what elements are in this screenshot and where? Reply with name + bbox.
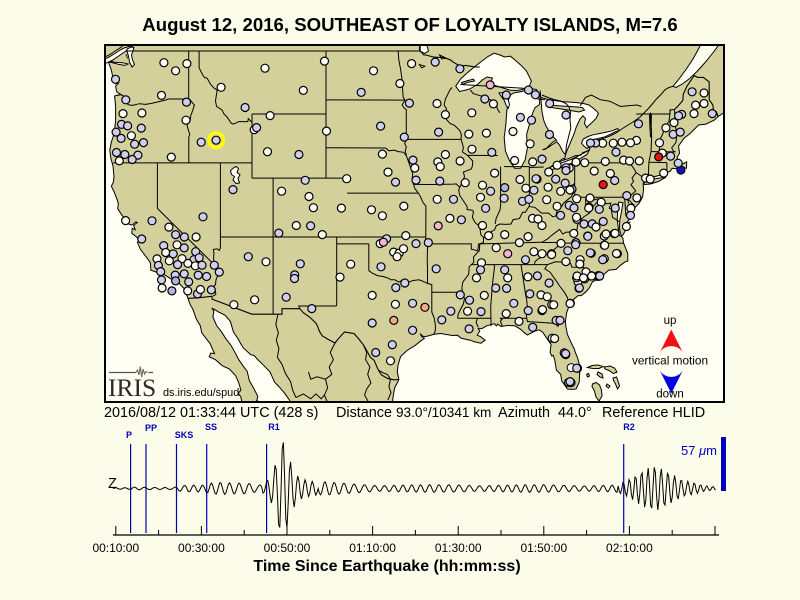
svg-text:up: up (664, 315, 677, 327)
svg-text:57 μm: 57 μm (681, 443, 717, 458)
svg-text:44.0°: 44.0° (558, 405, 592, 421)
svg-text:00:50:00: 00:50:00 (264, 541, 311, 555)
svg-text:IRIS: IRIS (108, 373, 156, 402)
svg-text:August 12, 2016, SOUTHEAST OF: August 12, 2016, SOUTHEAST OF LOYALTY IS… (142, 14, 677, 35)
svg-text:Distance: Distance (336, 405, 392, 421)
svg-text:Z: Z (108, 476, 117, 492)
svg-text:Time Since Earthquake (hh:mm:s: Time Since Earthquake (hh:mm:ss) (253, 558, 520, 575)
svg-text:01:50:00: 01:50:00 (520, 541, 567, 555)
svg-text:ds.iris.edu/spud: ds.iris.edu/spud (163, 387, 239, 399)
svg-text:01:30:00: 01:30:00 (435, 541, 482, 555)
svg-text:Reference HLID: Reference HLID (602, 405, 705, 421)
svg-text:SKS: SKS (175, 430, 194, 440)
svg-text:down: down (656, 389, 684, 401)
svg-text:02:10:00: 02:10:00 (606, 541, 653, 555)
svg-text:93.0°/10341 km: 93.0°/10341 km (396, 405, 491, 420)
svg-text:R1: R1 (268, 422, 280, 432)
svg-text:PP: PP (145, 423, 157, 433)
svg-text:2016/08/12 01:33:44 UTC (428 s: 2016/08/12 01:33:44 UTC (428 s) (104, 405, 318, 421)
svg-text:00:30:00: 00:30:00 (178, 541, 225, 555)
svg-text:Azimuth: Azimuth (498, 405, 550, 421)
svg-text:P: P (126, 430, 132, 440)
svg-text:01:10:00: 01:10:00 (349, 541, 396, 555)
svg-text:R2: R2 (623, 422, 635, 432)
svg-text:00:10:00: 00:10:00 (92, 541, 139, 555)
svg-text:vertical motion: vertical motion (632, 354, 708, 368)
svg-text:SS: SS (205, 422, 217, 432)
